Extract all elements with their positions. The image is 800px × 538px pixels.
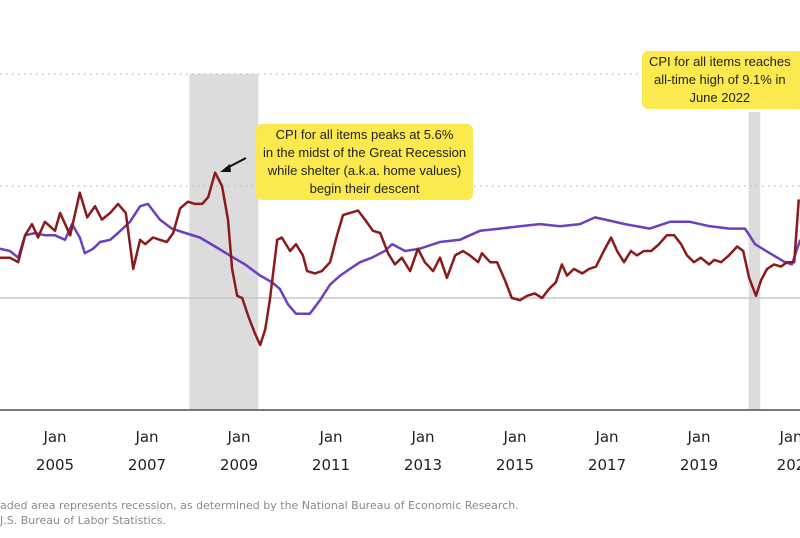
x-axis-ticks: Jan 2005 Jan 2007 Jan 2009 Jan 2011 Jan 2013 Jan 20… xyxy=(36,428,800,474)
x-tick: Jan 2015 xyxy=(496,428,534,474)
x-tick-label-year: 2011 xyxy=(312,456,350,474)
x-tick-label-year: 2009 xyxy=(220,456,258,474)
annotation-recession-peak: CPI for all items peaks at 5.6% in the m… xyxy=(256,124,474,200)
x-tick-label-month: Jan xyxy=(42,428,66,446)
x-tick-label-month: Jan xyxy=(778,428,800,446)
x-tick-label-year: 2005 xyxy=(36,456,74,474)
x-tick: Jan 2013 xyxy=(404,428,442,474)
x-tick: Jan 2009 xyxy=(220,428,258,474)
x-tick-label-year: 2007 xyxy=(128,456,166,474)
recession-bands xyxy=(189,74,761,410)
recession-band xyxy=(189,74,259,410)
footnote-source: J.S. Bureau of Labor Statistics. xyxy=(0,514,166,527)
x-tick: Jan 2017 xyxy=(588,428,626,474)
x-tick-label-year: 2019 xyxy=(680,456,718,474)
x-tick-label-year: 2013 xyxy=(404,456,442,474)
x-tick: Jan 202 xyxy=(777,428,800,474)
series-line-cpi-for-all-items xyxy=(0,171,800,347)
series-lines xyxy=(0,171,800,347)
x-tick-label-month: Jan xyxy=(410,428,434,446)
x-tick-label-month: Jan xyxy=(134,428,158,446)
annotation-all-time-high: CPI for all items reaches all-time high … xyxy=(642,51,800,109)
x-tick-label-month: Jan xyxy=(686,428,710,446)
recession-band xyxy=(748,112,761,410)
footnote-recession: aded area represents recession, as deter… xyxy=(0,499,519,512)
annotation-arrows xyxy=(220,157,247,172)
x-tick: Jan 2007 xyxy=(128,428,166,474)
x-tick-label-year: 202 xyxy=(777,456,800,474)
x-tick: Jan 2005 xyxy=(36,428,74,474)
x-tick-label-year: 2015 xyxy=(496,456,534,474)
x-tick-label-year: 2017 xyxy=(588,456,626,474)
x-tick-label-month: Jan xyxy=(318,428,342,446)
arrowhead-icon xyxy=(220,164,231,172)
x-tick-label-month: Jan xyxy=(226,428,250,446)
x-tick-label-month: Jan xyxy=(502,428,526,446)
x-tick: Jan 2019 xyxy=(680,428,718,474)
x-tick-label-month: Jan xyxy=(594,428,618,446)
x-tick: Jan 2011 xyxy=(312,428,350,474)
series-line-shelter xyxy=(0,202,800,315)
